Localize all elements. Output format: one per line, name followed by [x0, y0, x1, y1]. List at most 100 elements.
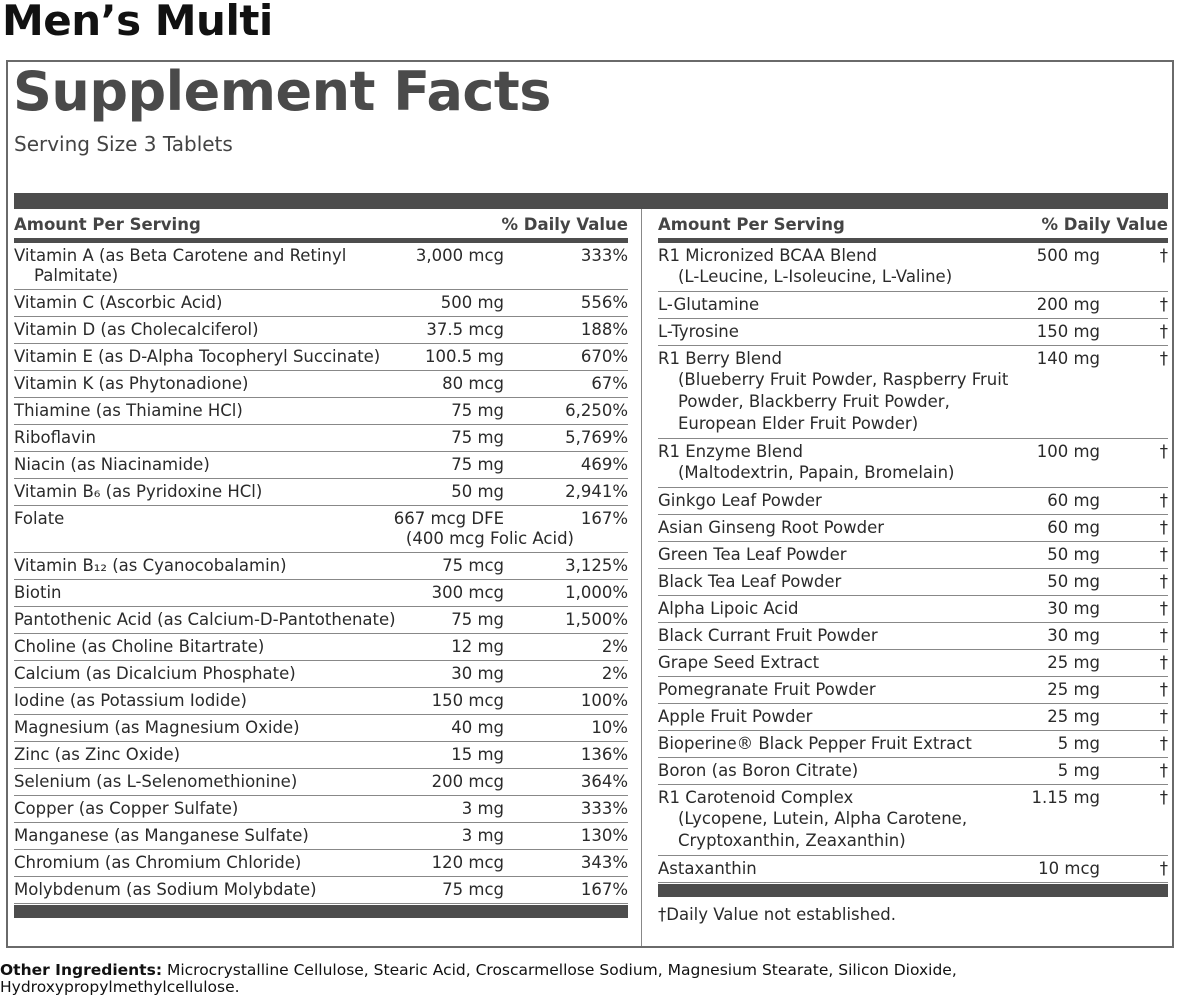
amount: 3,000 mcg [415, 246, 504, 265]
nutrient-row: Ginkgo Leaf Powder 60 mg † [658, 488, 1168, 515]
nutrient-cell: Vitamin C (Ascorbic Acid) [14, 293, 420, 313]
daily-value: † [1159, 349, 1168, 368]
nutrient-name: Black Tea Leaf Powder [658, 572, 842, 591]
other-label: Other Ingredients: [0, 961, 163, 979]
nutrient-detail: (L-Leucine, L-Isoleucine, L-Valine) [678, 267, 953, 286]
amount: 75 mg [451, 455, 504, 474]
daily-value: 136% [580, 745, 628, 764]
header-dv: % Daily Value [501, 215, 628, 234]
amount-cell: 3 mg [420, 799, 504, 819]
amount: 12 mg [451, 637, 504, 656]
amount: 75 mg [451, 428, 504, 447]
nutrient-cell: Molybdenum (as Sodium Molybdate) [14, 880, 420, 900]
nutrient-cell: Asian Ginseng Root Powder [658, 518, 1016, 538]
daily-value: † [1159, 626, 1168, 645]
nutrient-cell: Magnesium (as Magnesium Oxide) [14, 718, 420, 738]
amount-cell: 75 mg [420, 610, 504, 630]
amount-cell: 15 mg [420, 745, 504, 765]
amount: 40 mg [451, 718, 504, 737]
amount: 15 mg [451, 745, 504, 764]
nutrient-cell: Vitamin K (as Phytonadione) [14, 374, 420, 394]
nutrient-row: Choline (as Choline Bitartrate) 12 mg 2% [14, 634, 628, 661]
daily-value: † [1159, 734, 1168, 753]
nutrient-row: R1 Berry Blend (Blueberry Fruit Powder, R… [658, 346, 1168, 439]
right-column: Amount Per Serving % Daily Value R1 Micron… [658, 212, 1168, 924]
amount: 60 mg [1047, 518, 1100, 537]
amount: 500 mg [440, 293, 504, 312]
nutrient-row: L-Tyrosine 150 mg † [658, 319, 1168, 346]
nutrient-row: Vitamin C (Ascorbic Acid) 500 mg 556% [14, 290, 628, 317]
facts-box: Supplement Facts Serving Size 3 Tablets … [6, 60, 1174, 948]
nutrient-name: Zinc (as Zinc Oxide) [14, 745, 181, 764]
nutrient-name: Vitamin K (as Phytonadione) [14, 374, 249, 393]
amount-cell: 200 mg [1016, 295, 1100, 315]
daily-value: 364% [580, 772, 628, 791]
amount: 75 mg [451, 401, 504, 420]
nutrient-row: Apple Fruit Powder 25 mg † [658, 704, 1168, 731]
amount: 3 mg [461, 799, 504, 818]
nutrient-name: Pomegranate Fruit Powder [658, 680, 876, 699]
nutrient-cell: R1 Carotenoid Complex (Lycopene, Lutein, … [658, 788, 1016, 852]
nutrient-row: Vitamin E (as D-Alpha Tocopheryl Succina… [14, 344, 628, 371]
amount-cell: 50 mg [1016, 572, 1100, 592]
daily-value: 167% [580, 509, 628, 528]
daily-value: 3,125% [565, 556, 628, 575]
amount-cell: 500 mg [1016, 246, 1100, 288]
amount: 100.5 mg [424, 347, 504, 366]
amount-cell: 5 mg [1016, 734, 1100, 754]
nutrient-name: R1 Micronized BCAA Blend [658, 246, 878, 265]
amount: 25 mg [1047, 707, 1100, 726]
amount: 150 mg [1036, 322, 1100, 341]
nutrient-row: Copper (as Copper Sulfate) 3 mg 333% [14, 796, 628, 823]
daily-value: 5,769% [565, 428, 628, 447]
nutrient-row: Thiamine (as Thiamine HCl) 75 mg 6,250% [14, 398, 628, 425]
amount: 37.5 mcg [426, 320, 504, 339]
daily-value: † [1159, 322, 1168, 341]
nutrient-cell: R1 Berry Blend (Blueberry Fruit Powder, R… [658, 349, 1016, 435]
amount-cell: 25 mg [1016, 653, 1100, 673]
amount-cell: 25 mg [1016, 680, 1100, 700]
nutrient-name: Vitamin C (Ascorbic Acid) [14, 293, 223, 312]
daily-value: † [1159, 788, 1168, 807]
amount-cell: 75 mg [420, 455, 504, 475]
nutrient-row: Asian Ginseng Root Powder 60 mg † [658, 515, 1168, 542]
nutrient-name: Vitamin E (as D-Alpha Tocopheryl Succina… [14, 347, 381, 366]
nutrient-name: Green Tea Leaf Powder [658, 545, 847, 564]
daily-value: † [1159, 246, 1168, 265]
nutrient-cell: Ginkgo Leaf Powder [658, 491, 1016, 511]
nutrient-cell: Apple Fruit Powder [658, 707, 1016, 727]
nutrient-row: Vitamin B₆ (as Pyridoxine HCl) 50 mg 2,941… [14, 479, 628, 506]
amount: 100 mg [1036, 442, 1100, 461]
amount: 667 mcg DFE [393, 509, 504, 528]
nutrient-name: Manganese (as Manganese Sulfate) [14, 826, 309, 845]
amount: 25 mg [1047, 680, 1100, 699]
nutrient-cell: Selenium (as L-Selenomethionine) [14, 772, 420, 792]
nutrient-row: Vitamin K (as Phytonadione) 80 mcg 67% [14, 371, 628, 398]
nutrient-row: Black Tea Leaf Powder 50 mg † [658, 569, 1168, 596]
nutrient-name: Asian Ginseng Root Powder [658, 518, 885, 537]
column-header: Amount Per Serving % Daily Value [14, 212, 628, 243]
amount-cell: 120 mcg [420, 853, 504, 873]
amount: 500 mg [1036, 246, 1100, 265]
nutrient-name: R1 Berry Blend [658, 349, 782, 368]
nutrient-cell: Riboflavin [14, 428, 420, 448]
column-divider [641, 209, 642, 946]
daily-value: 10% [591, 718, 628, 737]
amount-cell: 3 mg [420, 826, 504, 846]
nutrient-name: L-Glutamine [658, 295, 760, 314]
amount-cell: 10 mcg [1016, 859, 1100, 879]
amount: 5 mg [1057, 761, 1100, 780]
nutrient-cell: Zinc (as Zinc Oxide) [14, 745, 420, 765]
daily-value: 2,941% [565, 482, 628, 501]
amount-cell: 30 mg [420, 664, 504, 684]
amount-cell: 150 mcg [420, 691, 504, 711]
nutrient-cell: Chromium (as Chromium Chloride) [14, 853, 420, 873]
daily-value: † [1159, 680, 1168, 699]
nutrient-name: Molybdenum (as Sodium Molybdate) [14, 880, 317, 899]
amount: 200 mg [1036, 295, 1100, 314]
other-ingredients: Other Ingredients: Microcrystalline Cell… [0, 962, 1180, 996]
nutrient-name: Vitamin B₆ (as Pyridoxine HCl) [14, 482, 263, 501]
nutrient-name: Riboflavin [14, 428, 96, 447]
daily-value: 167% [580, 880, 628, 899]
